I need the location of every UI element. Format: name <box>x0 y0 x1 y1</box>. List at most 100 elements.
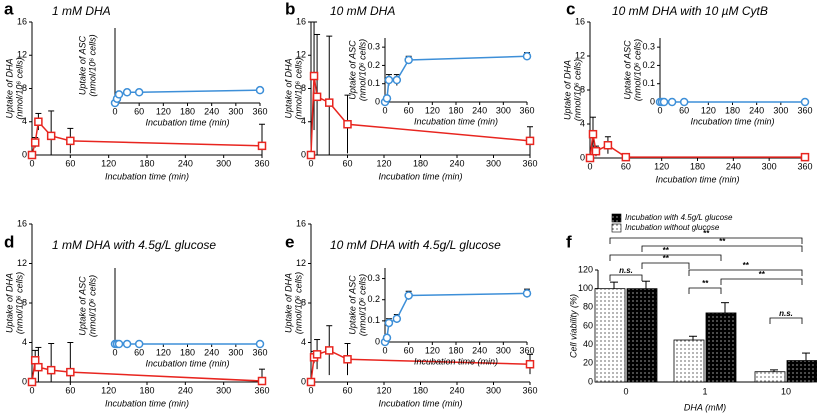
x-tick-label: 360 <box>252 347 267 357</box>
x-tick-label: 120 <box>156 347 171 357</box>
y-axis-label: (nmol/10⁶ cells) <box>293 57 303 119</box>
y-tick-label: 0.3 <box>642 42 655 52</box>
y-axis-label: Uptake of ASC <box>347 275 357 335</box>
marker <box>392 75 402 85</box>
significance-bracket <box>609 274 643 281</box>
x-tick-label: 180 <box>413 385 428 395</box>
x-tick-label: 0 <box>587 161 592 171</box>
y-axis-label: (nmol/10⁶ cells) <box>357 274 367 336</box>
x-tick-label: 180 <box>690 161 705 171</box>
y-tick-label: 0.2 <box>367 60 380 70</box>
chart-title: 10 mM DHA with 4.5g/L glucose <box>330 238 501 252</box>
x-tick-label: 60 <box>404 345 414 355</box>
marker <box>34 117 43 126</box>
marker <box>585 153 595 163</box>
x-tick-label: 60 <box>65 385 75 395</box>
y-tick-label: 0.1 <box>367 78 380 88</box>
y-tick-label: 40 <box>583 339 593 349</box>
panel-label: b <box>285 0 295 18</box>
marker <box>621 152 631 162</box>
x-tick-label: 300 <box>228 106 243 116</box>
x-tick-label: 60 <box>679 105 689 115</box>
y-tick-label: 0.3 <box>367 273 380 283</box>
marker <box>306 377 316 387</box>
significance-label: ** <box>719 237 726 246</box>
x-tick-label: 240 <box>749 105 764 115</box>
marker <box>404 291 413 300</box>
x-tick-label: 360 <box>522 158 537 168</box>
y-axis-label: Uptake of ASC <box>347 40 357 100</box>
y-axis-label: (nmol/10⁶ cells) <box>572 59 582 121</box>
x-tick-label: 0 <box>382 345 387 355</box>
legend-swatch <box>611 213 622 223</box>
marker <box>525 359 535 369</box>
significance-label: n.s. <box>619 266 633 275</box>
inset-x-axis-label: Incubation time (min) <box>145 117 229 127</box>
marker <box>404 55 413 65</box>
x-axis-label: Incubation time (min) <box>378 171 462 181</box>
marker <box>382 333 392 343</box>
x-tick-label: 360 <box>252 106 267 116</box>
y-axis-label: (nmol/10⁶ cells) <box>14 57 24 119</box>
significance-bracket <box>769 317 803 324</box>
x-tick-label: 240 <box>449 158 464 168</box>
line <box>384 292 528 343</box>
x-tick-label: 300 <box>773 105 788 115</box>
y-axis-label: (nmol/10⁶ cells) <box>357 39 367 101</box>
marker <box>257 376 267 386</box>
x-tick-label: 180 <box>448 345 463 355</box>
x-tick-label: 180 <box>139 385 154 395</box>
marker <box>382 94 392 103</box>
x-axis-label: Incubation time (min) <box>105 398 189 408</box>
marker <box>255 85 265 95</box>
y-tick-label: 12 <box>296 258 306 268</box>
x-tick-label: 180 <box>180 106 195 116</box>
inset-x-axis-label: Incubation time (min) <box>414 356 498 366</box>
x-tick-label: 240 <box>472 345 487 355</box>
marker <box>122 339 132 349</box>
x-tick-label: 360 <box>797 161 812 171</box>
x-tick-label: 0 <box>112 106 117 116</box>
x-tick-label: 300 <box>496 345 511 355</box>
x-tick-label: 180 <box>725 105 740 115</box>
x-tick-label: 60 <box>342 158 352 168</box>
y-tick-label: 0.3 <box>367 42 380 52</box>
y-tick-label: 100 <box>578 283 593 293</box>
x-tick-label: 0 <box>308 158 313 168</box>
x-tick-label: 120 <box>425 105 440 115</box>
x-tick-label: 180 <box>139 158 154 168</box>
marker <box>343 355 352 364</box>
marker <box>659 97 669 107</box>
y-tick-label: 16 <box>17 16 27 26</box>
x-axis-label: Incubation time (min) <box>105 171 189 181</box>
x-tick-label: 300 <box>486 385 501 395</box>
marker <box>134 88 144 97</box>
chart-title: 10 mM DHA with 10 µM CytB <box>612 4 768 18</box>
x-tick-label: 360 <box>519 345 534 355</box>
significance-bracket <box>609 254 722 261</box>
y-tick-label: 120 <box>578 264 593 274</box>
chart-title: 10 mM DHA <box>330 4 395 18</box>
x-tick-label: 180 <box>180 347 195 357</box>
x-tick-label: 0 <box>308 385 313 395</box>
marker <box>309 71 319 81</box>
y-tick-label: 0 <box>301 376 306 386</box>
x-tick-label: 360 <box>254 385 269 395</box>
x-tick-label: 240 <box>178 385 193 395</box>
x-tick-label: 180 <box>413 158 428 168</box>
marker <box>525 136 535 146</box>
inset-x-axis-label: Incubation time (min) <box>414 116 498 126</box>
x-tick-label: 360 <box>522 385 537 395</box>
marker <box>114 339 124 349</box>
significance-bracket <box>641 245 803 252</box>
y-tick-label: 16 <box>296 218 306 228</box>
y-axis-label: Uptake of DHA <box>562 60 572 120</box>
y-tick-label: 0 <box>580 152 585 162</box>
inset-x-axis-label: Incubation time (min) <box>690 116 774 126</box>
inset-x-axis-label: Incubation time (min) <box>145 358 229 368</box>
y-tick-label: 8 <box>301 83 306 93</box>
y-tick-label: 0.1 <box>367 315 380 325</box>
bar <box>594 288 626 383</box>
y-tick-label: 60 <box>583 320 593 330</box>
